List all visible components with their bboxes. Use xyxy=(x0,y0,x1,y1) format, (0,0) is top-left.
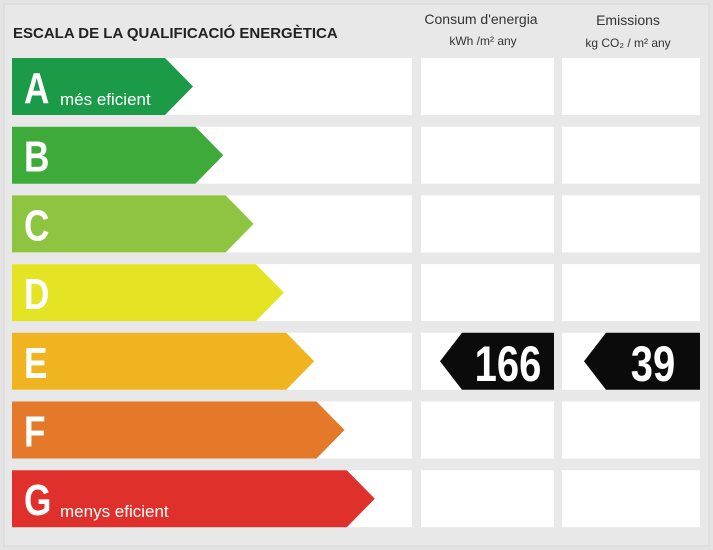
rating-arrow xyxy=(12,264,284,322)
cell xyxy=(421,401,554,459)
cell xyxy=(562,195,700,253)
cell xyxy=(421,58,554,115)
column-title: Emissions xyxy=(596,12,660,28)
rating-arrow xyxy=(12,195,254,253)
rating-arrow xyxy=(12,58,193,115)
cell xyxy=(562,126,700,184)
column-unit: kg CO₂ / m² any xyxy=(585,36,670,50)
cell xyxy=(421,195,554,253)
cell xyxy=(421,126,554,184)
rating-letter: A xyxy=(24,64,49,113)
column-unit: kWh /m² any xyxy=(449,34,516,48)
rating-letter: B xyxy=(24,133,49,182)
rating-letter: G xyxy=(24,477,51,526)
indicator-value: 39 xyxy=(631,336,675,392)
cell xyxy=(421,264,554,322)
rating-arrow xyxy=(12,470,375,528)
title: ESCALA DE LA QUALIFICACIÓ ENERGÈTICA xyxy=(13,24,338,42)
rating-letter: C xyxy=(24,202,49,251)
indicator xyxy=(440,332,554,390)
cell xyxy=(562,58,700,115)
column-title: Consum d'energia xyxy=(424,11,537,27)
rating-label: més eficient xyxy=(60,90,151,109)
cell xyxy=(562,264,700,322)
rating-letter: E xyxy=(24,339,47,388)
rating-arrow xyxy=(12,126,224,184)
rating-arrow xyxy=(12,332,315,390)
indicator xyxy=(584,332,700,390)
rating-letter: D xyxy=(24,270,49,319)
rating-arrow xyxy=(12,401,345,459)
cell xyxy=(562,401,700,459)
rating-label: menys eficient xyxy=(60,502,169,521)
rating-letter: F xyxy=(24,408,46,457)
cell xyxy=(421,470,554,528)
cell xyxy=(562,470,700,528)
indicator-value: 166 xyxy=(475,336,542,392)
